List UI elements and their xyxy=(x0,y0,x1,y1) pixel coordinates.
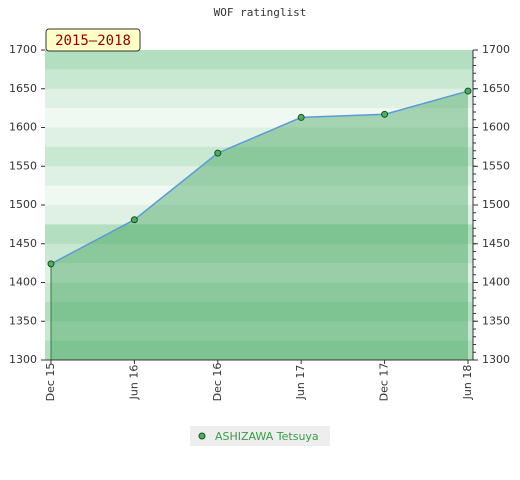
y-tick-label: 1700 xyxy=(9,43,37,56)
y2-tick-label: 1500 xyxy=(482,198,510,211)
point xyxy=(130,216,138,224)
band xyxy=(45,243,473,264)
point xyxy=(297,113,305,121)
x-tick-label: Jun 17 xyxy=(294,365,307,401)
legend-marker xyxy=(198,432,206,440)
y-tick-label: 1450 xyxy=(9,237,37,250)
band xyxy=(45,205,473,225)
y-tick-label: 1550 xyxy=(9,159,37,172)
band xyxy=(45,224,473,245)
area xyxy=(51,91,468,360)
annotation: 2015–2018 xyxy=(55,33,131,49)
plot-area xyxy=(45,50,473,361)
x-tick-label: Dec 15 xyxy=(44,363,57,402)
band xyxy=(45,166,473,187)
band xyxy=(45,88,473,109)
band xyxy=(45,108,473,128)
band xyxy=(45,282,473,303)
x-tick-label: Dec 16 xyxy=(211,363,224,402)
x-tick-label: Jun 18 xyxy=(461,365,474,401)
y-tick-label: 1500 xyxy=(9,198,37,211)
y2-tick-label: 1650 xyxy=(482,82,510,95)
y2-tick-label: 1450 xyxy=(482,237,510,250)
band xyxy=(45,263,473,283)
y2-tick-label: 1300 xyxy=(482,353,510,366)
band xyxy=(45,321,473,342)
legend-box xyxy=(190,426,330,446)
y-tick-label: 1350 xyxy=(9,314,37,327)
line xyxy=(50,90,469,265)
y2-tick-label: 1350 xyxy=(482,314,510,327)
y2-tick-label: 1600 xyxy=(482,121,510,134)
y2-tick-label: 1550 xyxy=(482,159,510,172)
y-tick-label: 1400 xyxy=(9,276,37,289)
y-tick-label: 1300 xyxy=(9,353,37,366)
band xyxy=(45,69,473,90)
band xyxy=(45,50,473,70)
band xyxy=(45,127,473,148)
y-tick-label: 1650 xyxy=(9,82,37,95)
y-tick-label: 1600 xyxy=(9,121,37,134)
point xyxy=(464,87,472,95)
band xyxy=(45,185,473,206)
x-tick-label: Dec 17 xyxy=(378,363,391,402)
point xyxy=(47,260,55,268)
legend-label: ASHIZAWA Tetsuya xyxy=(215,430,319,443)
point xyxy=(214,149,222,157)
band xyxy=(45,146,473,167)
annotation-box xyxy=(45,28,141,52)
y2-tick-label: 1700 xyxy=(482,43,510,56)
y2-tick-label: 1400 xyxy=(482,276,510,289)
band xyxy=(45,301,473,322)
x-tick-label: Jun 16 xyxy=(127,365,140,401)
band xyxy=(45,340,473,361)
point xyxy=(381,110,389,118)
chart-title: WOF ratinglist xyxy=(214,6,307,19)
